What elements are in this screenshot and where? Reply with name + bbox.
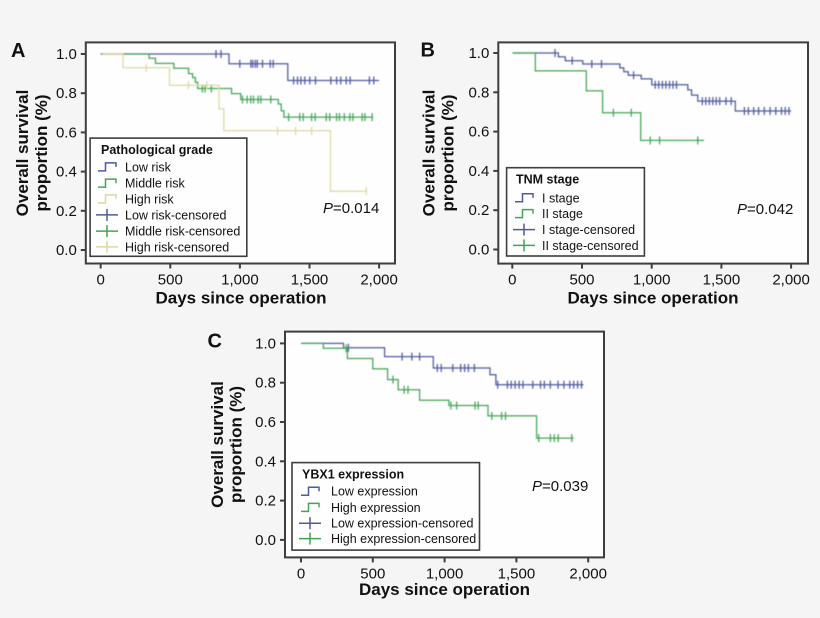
svg-text:2,000: 2,000 (772, 272, 810, 289)
svg-text:A: A (11, 40, 25, 62)
svg-text:High risk-censored: High risk-censored (125, 240, 229, 254)
svg-text:1,000: 1,000 (633, 272, 671, 289)
svg-text:Middle risk-censored: Middle risk-censored (125, 225, 240, 239)
svg-text:0.2: 0.2 (255, 493, 276, 510)
svg-text:0.8: 0.8 (255, 375, 276, 392)
svg-text:B: B (421, 40, 435, 62)
svg-text:0.0: 0.0 (56, 242, 77, 259)
svg-text:0: 0 (97, 272, 105, 289)
svg-text:1.0: 1.0 (56, 46, 77, 63)
svg-text:High expression-censored: High expression-censored (331, 532, 476, 546)
svg-text:0.8: 0.8 (468, 84, 489, 101)
svg-text:0.4: 0.4 (468, 163, 489, 180)
svg-text:High expression: High expression (331, 501, 421, 515)
svg-text:Overall survival: Overall survival (420, 90, 439, 217)
svg-text:0.0: 0.0 (255, 532, 276, 549)
svg-text:YBX1 expression: YBX1 expression (302, 467, 404, 481)
svg-text:Low expression-censored: Low expression-censored (331, 517, 473, 531)
svg-text:Middle risk: Middle risk (125, 177, 185, 191)
svg-text:1.0: 1.0 (468, 45, 489, 62)
svg-text:1,500: 1,500 (291, 272, 329, 289)
svg-text:High risk: High risk (125, 192, 174, 206)
svg-text:P=0.014: P=0.014 (323, 200, 379, 217)
svg-text:0.4: 0.4 (255, 453, 276, 470)
svg-text:II stage-censored: II stage-censored (542, 239, 639, 253)
svg-text:0: 0 (297, 565, 305, 582)
svg-text:1,500: 1,500 (498, 565, 536, 582)
svg-text:1,500: 1,500 (703, 272, 741, 289)
svg-text:0.6: 0.6 (56, 124, 77, 141)
svg-text:0.2: 0.2 (56, 203, 77, 220)
svg-text:proportion (%): proportion (%) (439, 94, 458, 211)
svg-text:0.6: 0.6 (468, 124, 489, 141)
svg-text:C: C (208, 331, 222, 353)
svg-text:1,000: 1,000 (221, 272, 259, 289)
svg-text:0.6: 0.6 (255, 414, 276, 431)
svg-text:0.2: 0.2 (468, 202, 489, 219)
svg-text:0.4: 0.4 (56, 164, 77, 181)
svg-text:500: 500 (360, 565, 385, 582)
svg-text:P=0.039: P=0.039 (532, 478, 588, 495)
svg-text:Low risk-censored: Low risk-censored (125, 208, 226, 222)
svg-text:I stage: I stage (542, 191, 580, 205)
svg-text:2,000: 2,000 (569, 565, 607, 582)
svg-text:P=0.042: P=0.042 (737, 201, 793, 218)
svg-text:0.0: 0.0 (468, 242, 489, 259)
svg-text:1.0: 1.0 (255, 335, 276, 352)
svg-text:Days since operation: Days since operation (567, 289, 738, 308)
svg-text:0.8: 0.8 (56, 85, 77, 102)
svg-text:proportion (%): proportion (%) (32, 94, 51, 211)
svg-text:0: 0 (508, 272, 516, 289)
svg-text:500: 500 (569, 272, 594, 289)
svg-text:I stage-censored: I stage-censored (542, 223, 635, 237)
svg-text:500: 500 (158, 272, 183, 289)
svg-text:II stage: II stage (542, 207, 583, 221)
svg-text:Low expression: Low expression (331, 485, 418, 499)
svg-text:Overall survival: Overall survival (13, 90, 32, 217)
svg-text:Overall survival: Overall survival (208, 381, 227, 508)
svg-text:1,000: 1,000 (426, 565, 464, 582)
svg-text:Days since operation: Days since operation (155, 289, 326, 308)
svg-text:Low risk: Low risk (125, 160, 172, 174)
svg-text:Pathological grade: Pathological grade (101, 143, 213, 157)
svg-text:proportion (%): proportion (%) (226, 386, 245, 503)
svg-text:TNM stage: TNM stage (516, 173, 579, 187)
svg-text:2,000: 2,000 (360, 272, 398, 289)
svg-text:Days since operation: Days since operation (359, 580, 530, 599)
